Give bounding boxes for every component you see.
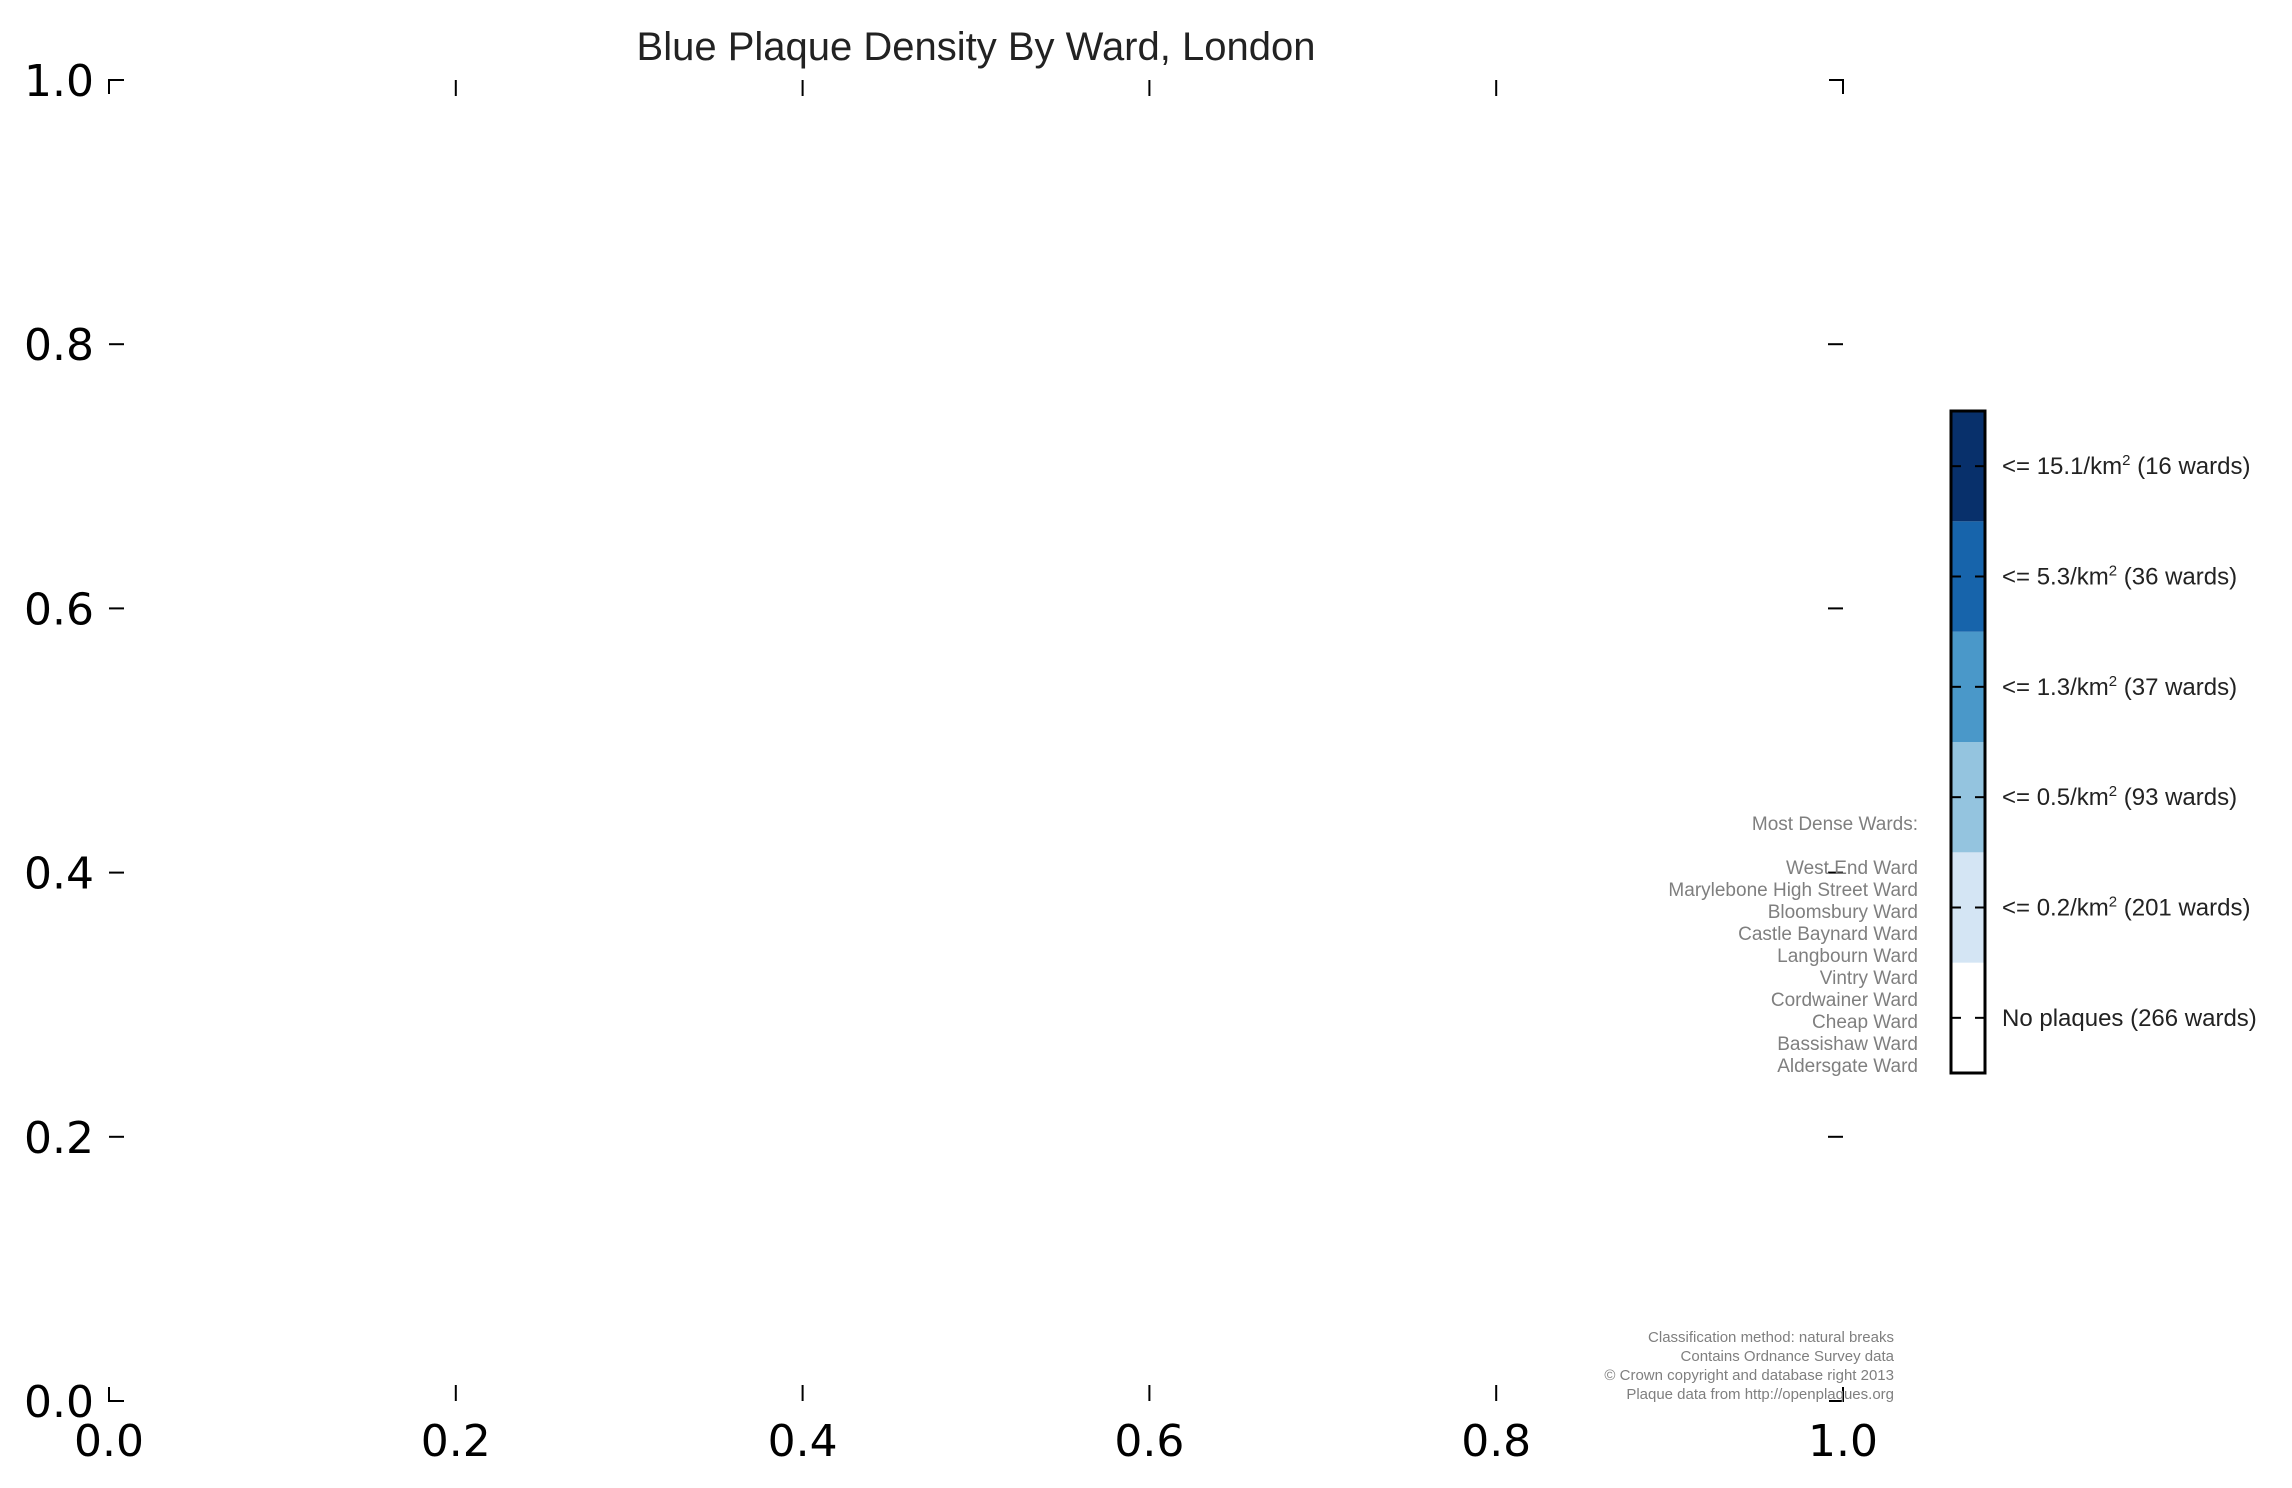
colorbar-label: <= 5.3/km2 (36 wards) [2002, 563, 2237, 591]
ward-name: Castle Baynard Ward [1738, 924, 1918, 945]
ward-name: Cheap Ward [1812, 1012, 1918, 1033]
x-tick-label: 0.2 [421, 1416, 491, 1467]
x-ticks: 0.0 0.2 0.4 0.6 0.8 1.0 [74, 80, 1878, 1467]
x-tick-label: 0.0 [74, 1416, 144, 1467]
colorbar: No plaques (266 wards) <= 0.2/km2 (201 wa… [1949, 409, 2257, 1075]
axis-corner-bottom-right [1829, 1387, 1844, 1402]
colorbar-label: <= 1.3/km2 (37 wards) [2002, 673, 2237, 701]
credits: Classification method: natural breaks Con… [1604, 1329, 1894, 1403]
axis-corner-bottom-left [108, 1387, 124, 1402]
ward-name: Aldersgate Ward [1777, 1056, 1918, 1077]
ward-name: Bloomsbury Ward [1768, 902, 1918, 923]
ward-name: Vintry Ward [1820, 968, 1918, 989]
credit-line: Plaque data from http://openplaques.org [1626, 1386, 1894, 1403]
most-dense-wards: Most Dense Wards: West End WardMarylebon… [1668, 814, 1918, 1077]
ward-name: Cordwainer Ward [1771, 990, 1918, 1011]
ward-name: West End Ward [1786, 858, 1918, 879]
x-tick-label: 0.6 [1114, 1416, 1184, 1467]
axis-corner-top-left [108, 79, 124, 94]
x-tick-label: 1.0 [1808, 1416, 1878, 1467]
colorbar-label: No plaques (266 wards) [2002, 1005, 2257, 1032]
ward-name: Langbourn Ward [1777, 946, 1918, 967]
colorbar-label: <= 15.1/km2 (16 wards) [2002, 452, 2250, 480]
credit-line: © Crown copyright and database right 201… [1604, 1367, 1894, 1384]
axes: 0.0 0.2 0.4 0.6 0.8 1.0 0.0 0.2 0.4 0.6 0.8 1.0 [24, 56, 1878, 1467]
y-tick-label: 0.2 [24, 1113, 94, 1164]
credit-line: Contains Ordnance Survey data [1681, 1348, 1895, 1365]
chart-title: Blue Plaque Density By Ward, London [637, 25, 1316, 69]
y-tick-label: 0.8 [24, 320, 94, 371]
y-tick-label: 1.0 [24, 56, 94, 107]
x-tick-label: 0.8 [1461, 1416, 1531, 1467]
ward-name: Marylebone High Street Ward [1668, 880, 1918, 901]
colorbar-label: <= 0.5/km2 (93 wards) [2002, 783, 2237, 811]
most-dense-heading: Most Dense Wards: [1752, 814, 1918, 835]
credit-line: Classification method: natural breaks [1648, 1329, 1894, 1346]
ward-name: Bassishaw Ward [1777, 1034, 1918, 1055]
y-tick-label: 0.0 [24, 1377, 94, 1428]
colorbar-outline [1949, 409, 1987, 1075]
y-tick-label: 0.6 [24, 584, 94, 635]
y-ticks: 0.0 0.2 0.4 0.6 0.8 1.0 [24, 56, 1843, 1428]
axis-corner-top-right [1829, 79, 1844, 94]
colorbar-label: <= 0.2/km2 (201 wards) [2002, 894, 2250, 922]
y-tick-label: 0.4 [24, 849, 94, 900]
x-tick-label: 0.4 [768, 1416, 838, 1467]
